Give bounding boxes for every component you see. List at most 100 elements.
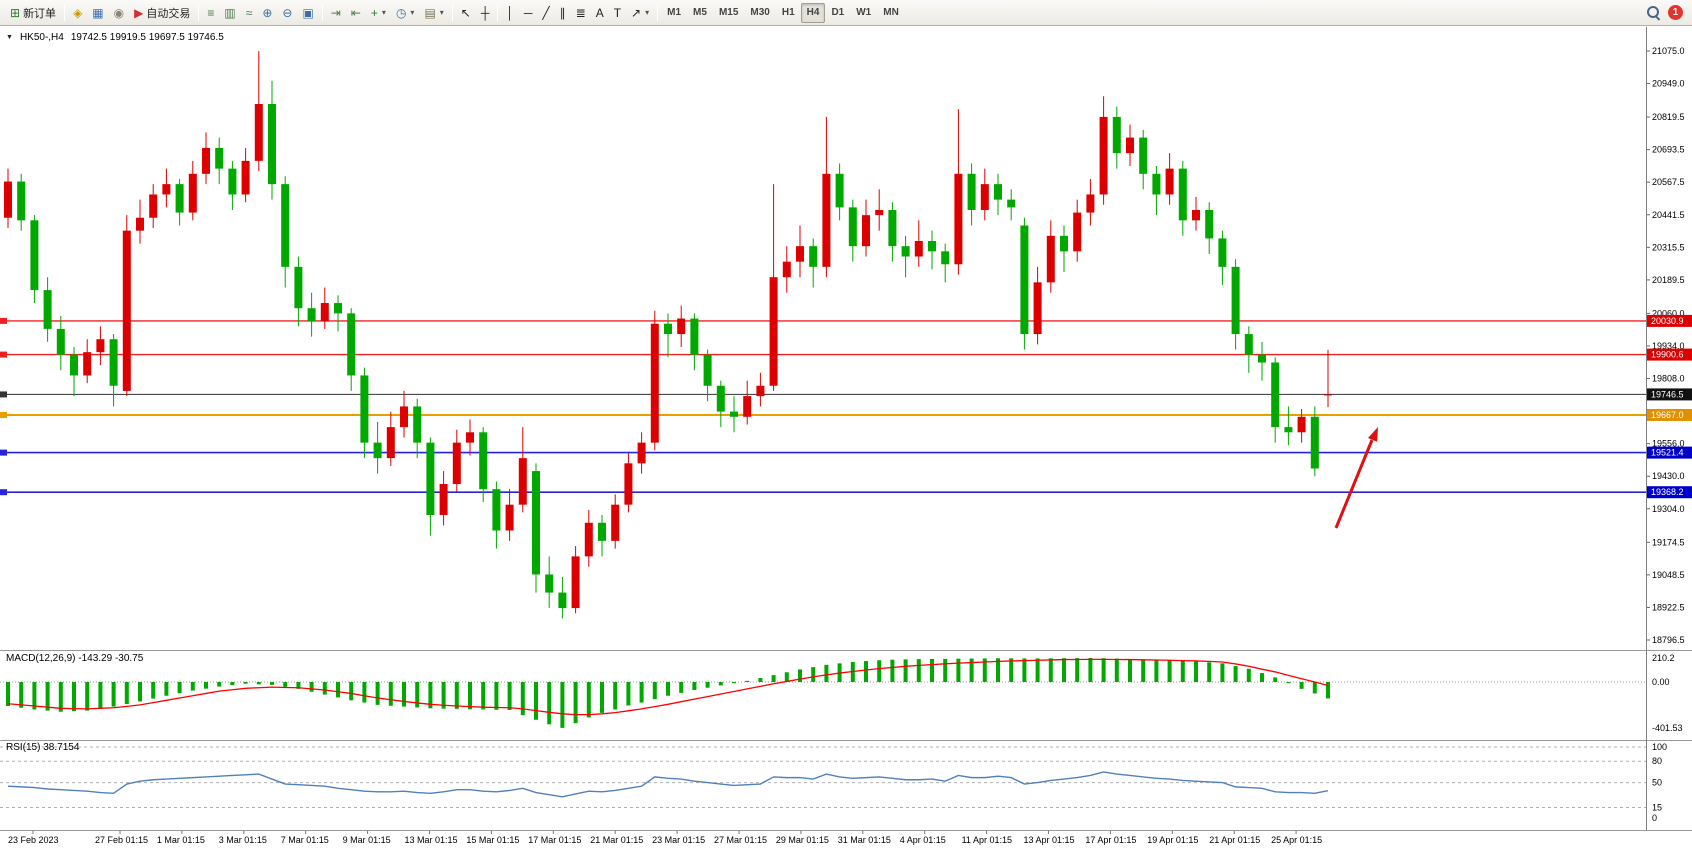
price-tag: [1647, 408, 1692, 421]
navigator-icon: ◉: [113, 5, 125, 20]
indicators-icon: +: [370, 5, 378, 20]
svg-text:20060.0: 20060.0: [1652, 308, 1685, 318]
trend-arrow[interactable]: [1334, 427, 1378, 529]
timeframe-d1-button[interactable]: D1: [831, 7, 845, 18]
svg-text:20819.5: 20819.5: [1652, 112, 1685, 122]
crosshair-icon: ┼: [480, 5, 490, 20]
cursor-button[interactable]: ↖: [456, 3, 476, 23]
svg-text:19304.0: 19304.0: [1652, 504, 1685, 514]
channel-button[interactable]: ∥: [555, 3, 571, 23]
svg-text:20441.5: 20441.5: [1652, 210, 1685, 220]
templates-icon: ▤: [424, 5, 436, 20]
auto-trading-button[interactable]: ▶ 自动交易: [129, 3, 195, 23]
templates-button[interactable]: ▤ ▾: [419, 3, 448, 23]
svg-text:20567.5: 20567.5: [1652, 177, 1685, 187]
arrows-tool-button[interactable]: ↗ ▾: [626, 3, 654, 23]
horizontal-line-button[interactable]: ─: [519, 3, 538, 23]
navigator-button[interactable]: ◉: [109, 3, 129, 23]
svg-text:25 Apr 01:15: 25 Apr 01:15: [1271, 835, 1322, 845]
svg-text:-401.53: -401.53: [1652, 723, 1683, 733]
svg-text:20693.5: 20693.5: [1652, 145, 1685, 155]
time-axis: 23 Feb 2023 27 Feb 01:15 1 Mar 01:15 3 Mar …: [8, 830, 1322, 845]
text-label-button[interactable]: T: [609, 3, 626, 23]
zoom-out-button[interactable]: ⊖: [277, 3, 297, 23]
svg-text:19521.4: 19521.4: [1651, 448, 1684, 458]
hline-anchor: [0, 411, 7, 418]
svg-text:19746.5: 19746.5: [1651, 389, 1684, 399]
notification-badge[interactable]: 1: [1668, 5, 1683, 20]
search-icon[interactable]: [1647, 6, 1660, 19]
auto-trading-button-label: 自动交易: [146, 7, 191, 20]
trendline-icon: ╱: [542, 5, 550, 20]
svg-text:80: 80: [1652, 756, 1662, 766]
svg-text:19174.5: 19174.5: [1652, 537, 1685, 547]
text-button[interactable]: A: [591, 3, 609, 23]
svg-text:21 Apr 01:15: 21 Apr 01:15: [1209, 835, 1260, 845]
fibonacci-button[interactable]: ≣: [571, 3, 591, 23]
tile-windows-button[interactable]: ▣: [297, 3, 318, 23]
timeframe-m5-button[interactable]: M5: [693, 7, 707, 18]
price-tags: 20030.9 19900.6 19746.5 19667.0 19521.4 19368…: [1647, 314, 1692, 499]
auto-scroll-button[interactable]: ⇥: [326, 3, 346, 23]
auto-scroll-icon: ⇥: [330, 5, 341, 20]
collapse-triangle-icon[interactable]: ▼: [6, 34, 13, 41]
chevron-down-icon: ▾: [645, 8, 650, 17]
chevron-down-icon: ▾: [381, 8, 386, 17]
market-watch-button[interactable]: ◈: [68, 3, 87, 23]
periods-icon: ◷: [395, 5, 407, 20]
chart-shift-icon: ⇤: [350, 5, 361, 20]
timeframe-m1-button[interactable]: M1: [667, 7, 682, 18]
timeframe-mn-button[interactable]: MN: [883, 7, 899, 18]
svg-text:15: 15: [1652, 803, 1662, 813]
candlestick-mode-button[interactable]: ▥: [219, 3, 240, 23]
svg-text:19808.0: 19808.0: [1652, 374, 1685, 384]
timeframe-m15-button[interactable]: M15: [718, 7, 739, 18]
svg-text:9 Mar 01:15: 9 Mar 01:15: [343, 835, 391, 845]
svg-text:19048.5: 19048.5: [1652, 570, 1685, 580]
svg-text:100: 100: [1652, 742, 1667, 752]
toolbar-divider: [198, 4, 200, 21]
trendline-button[interactable]: ╱: [537, 3, 554, 23]
chart-ohlc: 19742.5 19919.5 19697.5 19746.5: [70, 32, 224, 43]
toolbar-divider: [321, 4, 323, 21]
timeframe-w1-button[interactable]: W1: [856, 7, 872, 18]
data-window-button[interactable]: ▦: [87, 3, 108, 23]
line-chart-mode-button[interactable]: ≈: [241, 3, 258, 23]
timeframe-h1-button[interactable]: H1: [781, 7, 795, 18]
periods-button[interactable]: ◷ ▾: [391, 3, 420, 23]
new-order-button[interactable]: ⊞ 新订单: [5, 3, 61, 23]
svg-text:50: 50: [1652, 778, 1662, 788]
data-window-icon: ▦: [92, 5, 104, 20]
svg-text:13 Mar 01:15: 13 Mar 01:15: [405, 835, 458, 845]
candlestick-mode-icon: ▥: [224, 5, 236, 20]
horizontal-lines[interactable]: [0, 317, 1646, 496]
line-chart-mode-icon: ≈: [245, 5, 253, 20]
svg-text:19430.0: 19430.0: [1652, 471, 1685, 481]
candles: [4, 51, 1332, 619]
vertical-line-button[interactable]: │: [501, 3, 519, 23]
chart-symbol-period: HK50-,H4: [19, 32, 64, 43]
chart-shift-button[interactable]: ⇤: [346, 3, 366, 23]
indicators-button[interactable]: + ▾: [366, 3, 391, 23]
svg-text:23 Feb 2023: 23 Feb 2023: [8, 835, 59, 845]
zoom-in-icon: ⊕: [262, 5, 273, 20]
svg-text:20315.5: 20315.5: [1652, 242, 1685, 252]
price-tag: [1647, 446, 1692, 459]
zoom-in-button[interactable]: ⊕: [257, 3, 277, 23]
price-tag: [1647, 388, 1692, 401]
crosshair-button[interactable]: ┼: [476, 3, 495, 23]
svg-text:4 Apr 01:15: 4 Apr 01:15: [900, 835, 946, 845]
bar-chart-mode-button[interactable]: ≡: [202, 3, 219, 23]
timeframe-h4-button[interactable]: H4: [800, 2, 826, 23]
toolbar-divider: [497, 4, 499, 21]
chevron-down-icon: ▾: [439, 8, 444, 17]
svg-text:19667.0: 19667.0: [1651, 410, 1684, 420]
zoom-out-icon: ⊖: [282, 5, 293, 20]
text-label-icon: T: [613, 5, 622, 20]
hline-anchor: [0, 449, 7, 456]
timeframe-m30-button[interactable]: M30: [750, 7, 770, 18]
svg-text:18796.5: 18796.5: [1652, 635, 1685, 645]
macd-label: MACD(12,26,9) -143.29 -30.75: [6, 653, 144, 664]
svg-text:210.2: 210.2: [1652, 653, 1675, 663]
